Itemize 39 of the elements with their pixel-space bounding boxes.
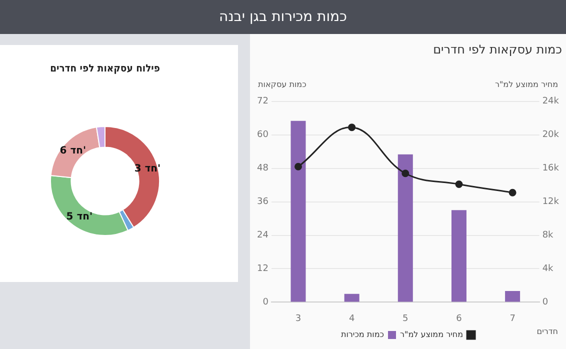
point <box>348 124 356 132</box>
bar <box>344 294 360 302</box>
bar <box>451 210 466 302</box>
y2-tick-label: 16k <box>542 164 560 174</box>
y-tick-label: 60 <box>257 130 269 140</box>
point <box>455 180 463 188</box>
y2-axis-title: מחיר ממוצע למ"ר <box>494 80 558 89</box>
y2-tick-label: 12k <box>542 197 560 208</box>
y-axis-title: כמות עסקאות <box>258 80 306 89</box>
x-tick-label: 5 <box>402 314 408 324</box>
y2-tick-label: 24k <box>542 96 560 107</box>
x-tick-label: 7 <box>510 314 516 324</box>
bar <box>505 291 520 302</box>
y-tick-label: 24 <box>257 230 269 241</box>
x-tick-label: 4 <box>348 314 355 324</box>
point <box>508 188 516 196</box>
y-tick-label: 72 <box>257 96 268 107</box>
slice-label: 5 חד' <box>66 212 93 223</box>
x-tick-label: 3 <box>295 314 302 324</box>
text: כמות מכירות בגן יבנה <box>219 9 347 25</box>
y-tick-label: 0 <box>262 298 269 308</box>
y2-tick-label: 8k <box>542 230 554 241</box>
point <box>402 170 410 178</box>
y2-tick-label: 20k <box>542 130 560 140</box>
legend-label: מחיר ממוצע למ"ר <box>400 330 464 340</box>
y2-tick-label: 0 <box>542 298 548 308</box>
slice-label: 6 חד' <box>60 145 86 156</box>
y-tick-label: 48 <box>257 164 269 174</box>
legend-label: כמות מכירות <box>340 330 384 340</box>
y2-tick-label: 4k <box>542 264 554 274</box>
chart-title: פילוח עסקאות לפי חדרים <box>50 63 160 75</box>
y-tick-label: 36 <box>257 197 269 208</box>
y-tick-label: 12 <box>257 264 268 274</box>
bar <box>398 154 413 302</box>
bar <box>290 120 306 302</box>
x-axis-title: חדרים <box>536 327 558 336</box>
point <box>294 162 302 170</box>
chart-title: כמות עסקאות לפי חדרים <box>433 42 562 56</box>
x-tick-label: 6 <box>456 314 462 324</box>
